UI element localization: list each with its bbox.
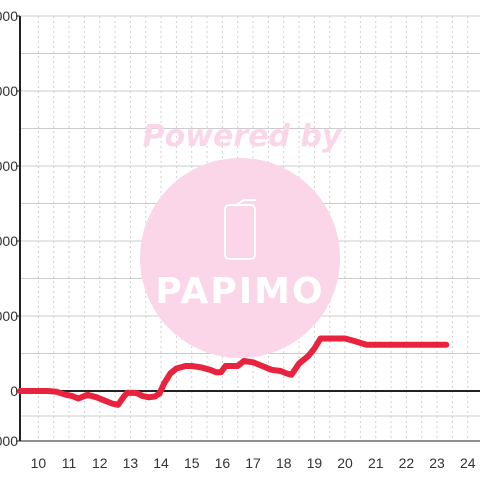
y-tick-label: 120,000 bbox=[0, 83, 18, 99]
x-tick-label: 10 bbox=[31, 455, 47, 471]
x-tick-label: 23 bbox=[429, 455, 445, 471]
y-tick-label: -20,000 bbox=[0, 433, 18, 449]
y-tick-label: 0 bbox=[10, 383, 18, 399]
x-tick-label: 11 bbox=[62, 455, 77, 471]
y-tick-label: 60,000 bbox=[0, 233, 18, 249]
axes bbox=[16, 15, 480, 442]
x-tick-label: 13 bbox=[123, 455, 139, 471]
x-tick-label: 18 bbox=[276, 455, 292, 471]
series-layer bbox=[17, 335, 450, 408]
x-tick-label: 15 bbox=[184, 455, 200, 471]
watermark-text: Powered by bbox=[143, 119, 343, 154]
smartphone-icon bbox=[224, 199, 256, 260]
x-tick-label: 14 bbox=[153, 455, 169, 471]
y-tick-label: 90,000 bbox=[0, 158, 18, 174]
series-line bbox=[17, 335, 450, 408]
x-tick-label: 24 bbox=[460, 455, 476, 471]
x-tick-label: 17 bbox=[245, 455, 261, 471]
watermark: Powered by PAPIMO bbox=[140, 119, 343, 358]
watermark-logo: PAPIMO bbox=[155, 271, 324, 312]
x-tick-label: 12 bbox=[92, 455, 108, 471]
tick-labels: -20,000 0 30,000 60,000 90,000 120,000 150,000… bbox=[0, 8, 476, 471]
grid bbox=[20, 15, 480, 441]
x-tick-label: 22 bbox=[399, 455, 415, 471]
y-tick-label: 30,000 bbox=[0, 308, 18, 324]
x-tick-label: 16 bbox=[215, 455, 231, 471]
x-tick-label: 19 bbox=[307, 455, 323, 471]
x-tick-label: 21 bbox=[368, 455, 384, 471]
y-tick-label: 150,000 bbox=[0, 8, 18, 24]
x-tick-label: 20 bbox=[337, 455, 353, 471]
